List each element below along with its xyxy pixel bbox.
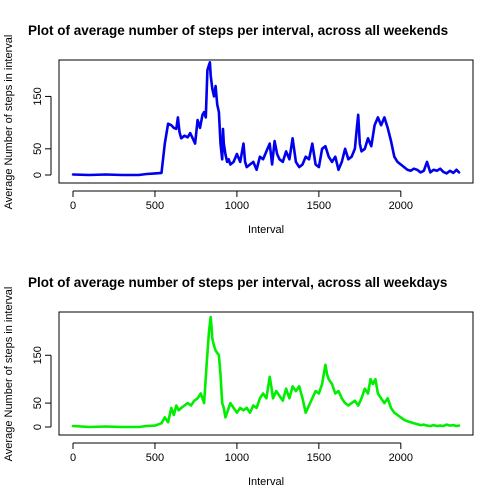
weekend-y-tick-label: 150 [32, 87, 44, 105]
weekday-x-tick-label: 1000 [225, 452, 249, 464]
weekend-x-tick-label: 0 [70, 200, 76, 212]
weekend-y-axis-label: Average Number of steps in interval [3, 35, 15, 210]
weekday-chart-title: Plot of average number of steps per inte… [28, 275, 447, 290]
weekday-y-tick-label: 0 [32, 424, 44, 430]
weekday-x-axis-label: Interval [248, 476, 284, 488]
weekday-y-tick-label: 50 [32, 397, 44, 409]
weekday-series-group [71, 315, 461, 429]
weekend-series-group [71, 61, 461, 177]
weekend-y-tick-label: 0 [32, 172, 44, 178]
weekend-chart-title: Plot of average number of steps per inte… [28, 23, 448, 38]
weekend-series-line [71, 61, 461, 177]
weekend-x-tick-label: 500 [146, 200, 164, 212]
weekend-plot-frame [58, 59, 474, 184]
weekend-x-axis: 0 500 1000 1500 2000 [70, 190, 413, 212]
weekday-x-tick-label: 2000 [389, 452, 413, 464]
weekday-x-tick-label: 0 [70, 452, 76, 464]
weekend-x-tick-label: 2000 [389, 200, 413, 212]
weekday-x-tick-label: 500 [146, 452, 164, 464]
weekday-y-axis-label: Average Number of steps in interval [3, 287, 15, 462]
weekend-y-axis: 0 50 150 [32, 87, 52, 178]
weekday-series-line [71, 315, 461, 429]
weekend-x-axis-label: Interval [248, 224, 284, 236]
weekend-x-tick-label: 1500 [307, 200, 331, 212]
weekday-x-tick-label: 1500 [307, 452, 331, 464]
weekday-panel: Plot of average number of steps per inte… [3, 275, 474, 488]
weekend-x-tick-label: 1000 [225, 200, 249, 212]
weekday-y-axis: 0 50 150 [32, 346, 52, 430]
weekday-x-axis: 0 500 1000 1500 2000 [70, 442, 413, 464]
weekend-panel: Plot of average number of steps per inte… [3, 23, 474, 236]
weekday-y-tick-label: 150 [32, 346, 44, 364]
weekend-y-tick-label: 50 [32, 143, 44, 155]
weekday-plot-frame [58, 311, 474, 436]
